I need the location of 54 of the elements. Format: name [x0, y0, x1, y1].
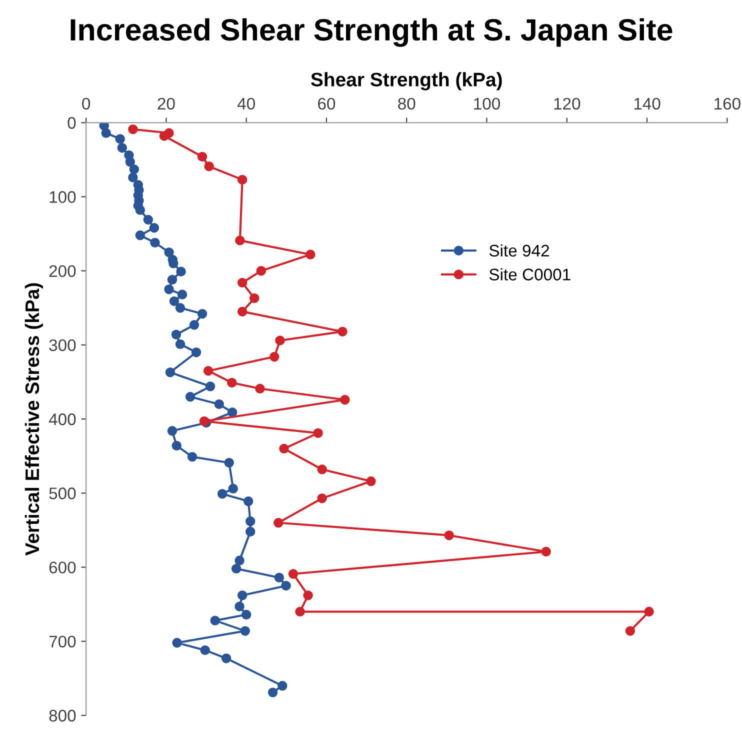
chart-title: Increased Shear Strength at S. Japan Site [70, 18, 672, 47]
legend-label: Site 942 [489, 244, 549, 257]
point [270, 352, 280, 362]
point [366, 476, 376, 486]
y-tick-label: 100 [50, 191, 76, 203]
x-tick-label: 120 [554, 98, 580, 110]
y-tick-label: 200 [49, 265, 76, 278]
y-axis-title: Vertical Effective Stress (kPa) [24, 283, 43, 556]
y-tick-label: 500 [49, 488, 76, 500]
point [128, 124, 138, 134]
point [303, 590, 313, 600]
point [644, 606, 654, 617]
y-tick-label: 0 [68, 117, 76, 129]
point [275, 336, 285, 346]
x-tick-label: 20 [158, 98, 175, 110]
point [288, 569, 298, 579]
point [237, 278, 248, 288]
point [338, 326, 348, 336]
point [227, 378, 237, 388]
point [237, 306, 248, 316]
y-tick-label: 700 [49, 636, 76, 648]
point [541, 546, 551, 557]
x-axis-title: Shear Strength (kPa) [311, 72, 502, 90]
point [197, 152, 208, 162]
point [274, 518, 284, 528]
x-tick-label: 140 [634, 98, 660, 110]
point [249, 293, 260, 304]
y-tick-label: 300 [49, 339, 76, 352]
point [444, 530, 454, 540]
point [279, 444, 289, 454]
x-tick-label: 160 [714, 98, 740, 110]
x-tick-label: 60 [318, 98, 336, 110]
point [306, 250, 316, 260]
point [317, 464, 327, 474]
point [295, 606, 305, 617]
y-tick-label: 600 [49, 562, 76, 574]
point [204, 161, 214, 172]
point [313, 428, 323, 438]
y-tick-label: 800 [49, 710, 76, 722]
point [235, 236, 245, 246]
point [256, 266, 266, 276]
point [203, 366, 214, 376]
point [159, 131, 170, 141]
x-tick-label: 80 [398, 98, 416, 110]
x-tick-label: 40 [237, 98, 255, 110]
point [237, 174, 248, 185]
legend-label: Site C0001 [489, 268, 570, 280]
x-tick-label: 0 [82, 98, 90, 110]
y-tick-label: 400 [48, 413, 76, 426]
point [625, 626, 636, 636]
point [255, 384, 265, 394]
point [317, 493, 327, 504]
x-tick-label: 100 [474, 98, 500, 110]
point [340, 394, 350, 405]
